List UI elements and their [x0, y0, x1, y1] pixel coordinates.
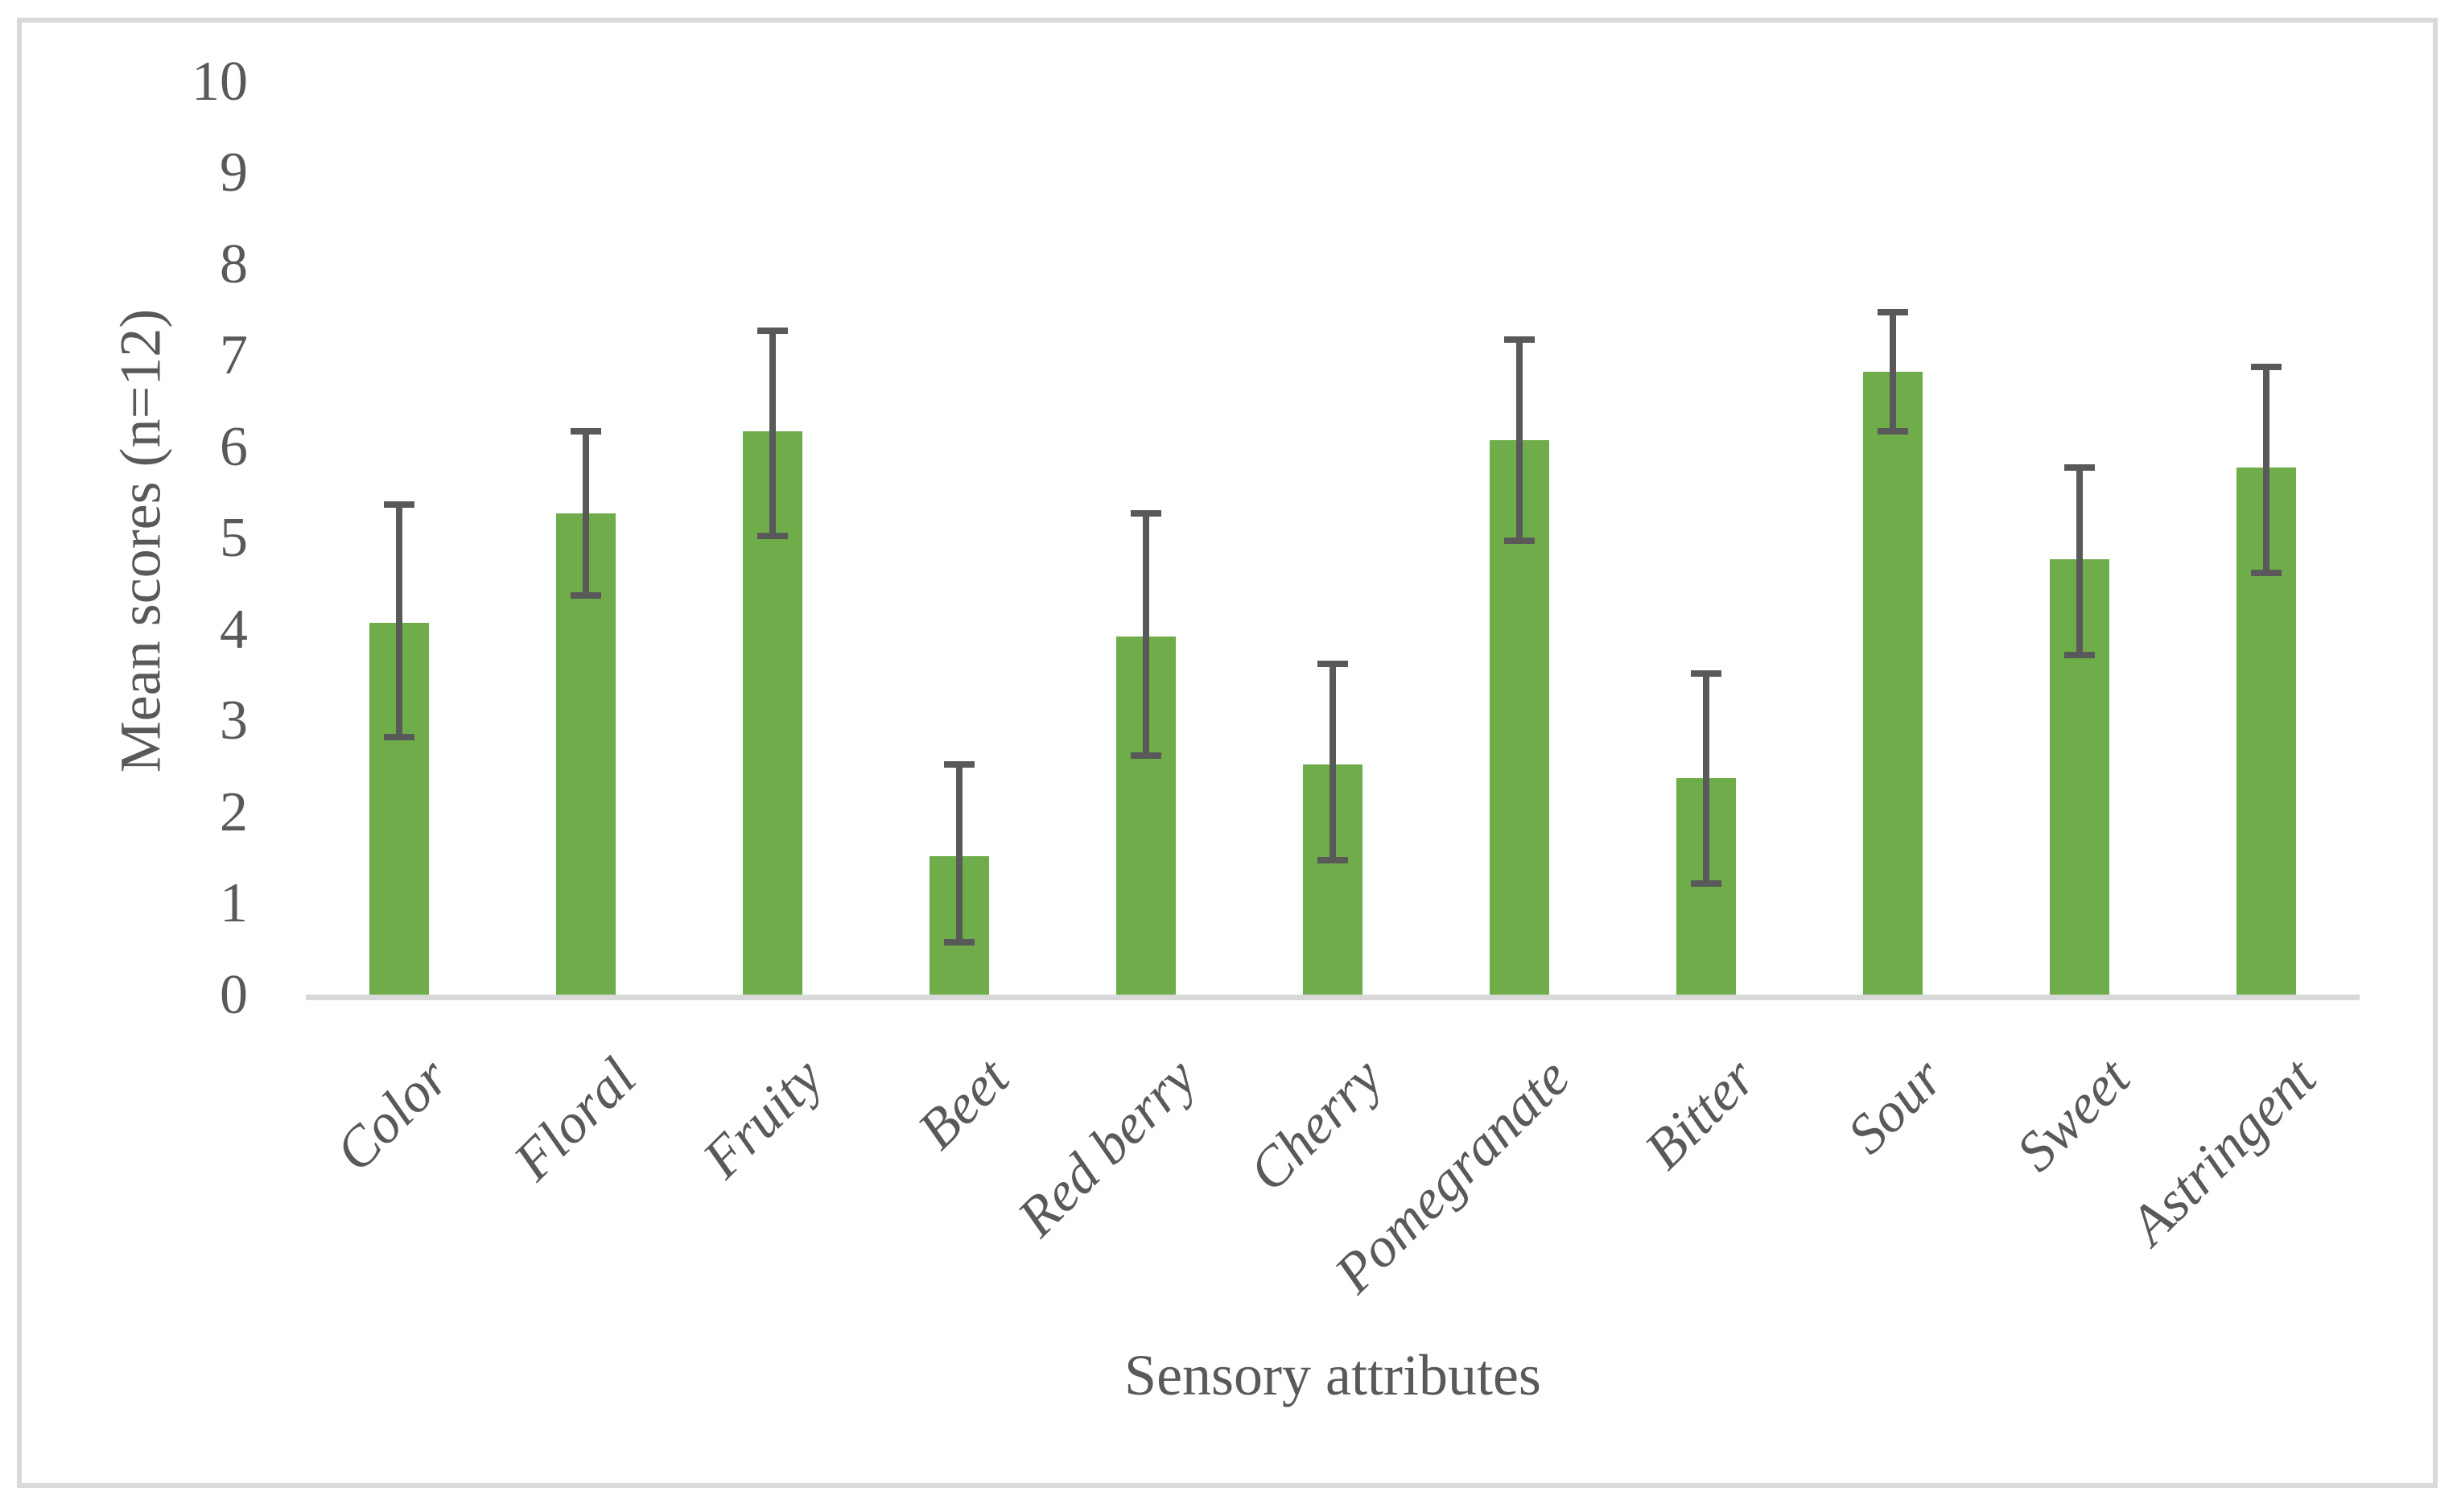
error-bar-line [1889, 312, 1896, 431]
y-axis-tick-label: 5 [220, 506, 248, 569]
y-axis-tick-label: 0 [220, 963, 248, 1026]
error-bar-cap-top [1130, 509, 1161, 517]
error-bar-cap-bottom [1130, 752, 1161, 759]
x-axis-line [305, 995, 2360, 1000]
y-axis-tick-label: 1 [220, 871, 248, 934]
y-axis-tick-label: 2 [220, 781, 248, 843]
error-bar-line [1515, 340, 1523, 541]
error-bar-cap-bottom [2250, 569, 2282, 576]
error-bar-line [2262, 367, 2269, 573]
error-bar-cap-bottom [1503, 538, 1535, 544]
error-bar-line [1142, 513, 1149, 756]
y-axis-tick-label: 6 [220, 415, 248, 478]
error-bar-cap-top [2250, 364, 2282, 371]
error-bar-cap-top [943, 761, 975, 768]
y-axis-tick-label: 8 [220, 233, 248, 295]
error-bar-cap-bottom [383, 734, 414, 741]
error-bar-line [582, 431, 589, 596]
error-bar-cap-top [756, 327, 788, 334]
error-bar-cap-bottom [1877, 427, 1908, 435]
error-bar-line [1702, 673, 1709, 884]
error-bar-cap-bottom [756, 533, 788, 540]
error-bar-cap-bottom [1690, 880, 1721, 887]
error-bar-cap-bottom [1317, 857, 1348, 864]
error-bar-cap-bottom [570, 592, 601, 599]
figure-border [17, 18, 2438, 1488]
error-bar-line [2076, 468, 2083, 655]
error-bar-line [955, 764, 963, 943]
error-bar-cap-bottom [2063, 651, 2095, 658]
error-bar-line [769, 330, 776, 537]
error-bar-cap-top [1690, 669, 1721, 677]
error-bar-line [1329, 664, 1336, 861]
error-bar-cap-bottom [943, 939, 975, 946]
y-axis-tick-label: 9 [220, 141, 248, 204]
y-axis-tick-label: 3 [220, 689, 248, 752]
x-axis-title: Sensory attributes [1124, 1343, 1541, 1407]
error-bar-cap-top [2063, 464, 2095, 472]
y-axis-tick-label: 7 [220, 323, 248, 386]
error-bar-cap-top [1877, 309, 1908, 316]
error-bar-cap-top [1503, 336, 1535, 344]
error-bar-cap-top [1317, 661, 1348, 668]
error-bar-cap-top [570, 427, 601, 435]
bar-sour [1862, 372, 1923, 995]
y-axis-tick-label: 10 [192, 50, 248, 113]
error-bar-cap-top [383, 501, 414, 508]
error-bar-line [395, 504, 402, 738]
y-axis-tick-label: 4 [220, 598, 248, 661]
